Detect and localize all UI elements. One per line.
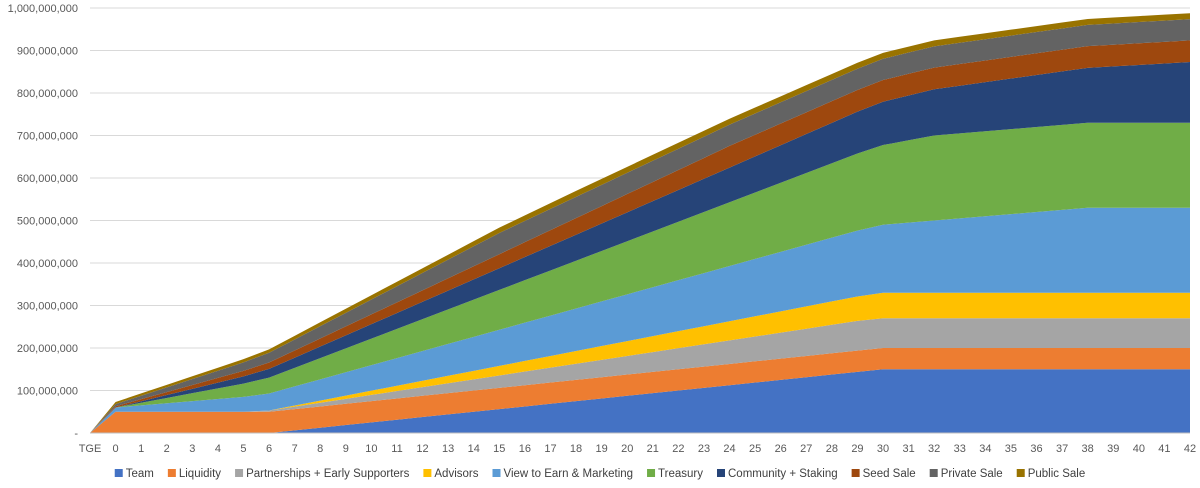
x-tick-label: 30 [877,443,889,455]
x-tick-label: TGE [79,443,102,455]
x-tick-label: 32 [928,443,940,455]
legend-swatch [492,469,501,477]
y-tick-label: 100,000,000 [17,386,78,398]
legend-swatch [929,469,938,477]
x-tick-label: 36 [1030,443,1042,455]
area-series-view-to-earn-marketing [90,207,1190,433]
legend-label: View to Earn & Marketing [504,468,634,480]
area-series-advisors [90,292,1190,433]
legend-item: Liquidity [167,468,221,480]
x-tick-label: 20 [621,443,633,455]
legend-item: Community + Staking [717,468,838,480]
x-tick-label: 26 [775,443,787,455]
area-series-partnerships-early-supporters [90,318,1190,433]
x-tick-label: 10 [365,443,377,455]
legend-swatch [423,469,432,477]
x-tick-label: 14 [468,443,480,455]
x-tick-label: 33 [954,443,966,455]
x-tick-label: 15 [493,443,505,455]
legend-label: Private Sale [941,468,1003,480]
x-tick-label: 5 [240,443,246,455]
x-tick-label: 38 [1082,443,1094,455]
x-tick-label: 13 [442,443,454,455]
legend-item: Partnerships + Early Supporters [235,468,410,480]
y-tick-label: 1,000,000,000 [8,3,78,15]
y-tick-label: 800,000,000 [17,88,78,100]
x-tick-label: 3 [189,443,195,455]
x-tick-label: 42 [1184,443,1196,455]
legend-label: Public Sale [1028,468,1086,480]
legend-label: Partnerships + Early Supporters [246,468,410,480]
x-tick-label: 29 [851,443,863,455]
area-series-community-staking [90,62,1190,434]
legend-item: Private Sale [929,468,1003,480]
x-tick-label: 37 [1056,443,1068,455]
x-tick-label: 4 [215,443,221,455]
x-tick-label: 35 [1005,443,1017,455]
legend-swatch [114,469,123,477]
y-tick-label: 300,000,000 [17,301,78,313]
y-tick-label: 500,000,000 [17,216,78,228]
x-tick-label: 16 [519,443,531,455]
legend-label: Treasury [658,468,703,480]
legend-swatch [235,469,244,477]
legend-swatch [851,469,860,477]
x-tick-label: 6 [266,443,272,455]
x-tick-label: 0 [113,443,119,455]
x-tick-label: 24 [723,443,735,455]
x-tick-label: 23 [698,443,710,455]
x-tick-label: 39 [1107,443,1119,455]
axes: - 100,000,000 200,000,000 300,000,000 400,00… [8,3,1196,455]
x-tick-label: 41 [1158,443,1170,455]
x-tick-label: 12 [416,443,428,455]
x-tick-label: 9 [343,443,349,455]
x-tick-label: 18 [570,443,582,455]
legend-label: Community + Staking [728,468,838,480]
x-tick-label: 21 [647,443,659,455]
legend-label: Liquidity [179,468,221,480]
area-series-liquidity [90,348,1190,433]
x-tick-label: 19 [596,443,608,455]
area-series-treasury [90,122,1190,433]
legend-label: Seed Sale [863,468,916,480]
x-tick-label: 22 [672,443,684,455]
y-tick-label: 900,000,000 [17,46,78,58]
legend-swatch [717,469,725,477]
y-tick-label: 600,000,000 [17,173,78,185]
x-tick-label: 17 [544,443,556,455]
legend-item: Advisors [423,468,479,480]
x-tick-label: 25 [749,443,761,455]
x-tick-label: 31 [902,443,914,455]
legend-swatch [647,469,656,477]
legend-label: Advisors [434,468,478,480]
legend-swatch [1016,469,1025,477]
x-tick-label: 11 [391,443,402,455]
x-tick-label: 1 [138,443,144,455]
legend-item: Treasury [647,468,703,480]
y-tick-label: 400,000,000 [17,258,78,270]
legend: Team Liquidity Partnerships + Early Suppor… [114,468,1086,480]
y-tick-label: 700,000,000 [17,131,78,143]
y-tick-label: 200,000,000 [17,343,78,355]
x-tick-label: 27 [800,443,812,455]
legend-item: View to Earn & Marketing [492,468,634,480]
legend-item: Public Sale [1016,468,1086,480]
legend-item: Seed Sale [851,468,916,480]
x-tick-label: 28 [826,443,838,455]
x-tick-label: 40 [1133,443,1145,455]
x-tick-label: 8 [317,443,323,455]
legend-item: Team [114,468,154,480]
legend-swatch [167,469,176,477]
x-tick-label: 34 [979,443,991,455]
area-series-layer [90,13,1190,434]
y-tick-label: - [74,428,78,440]
area-series-team [90,369,1190,433]
x-tick-label: 2 [164,443,170,455]
x-tick-label: 7 [292,443,298,455]
legend-label: Team [126,468,154,480]
